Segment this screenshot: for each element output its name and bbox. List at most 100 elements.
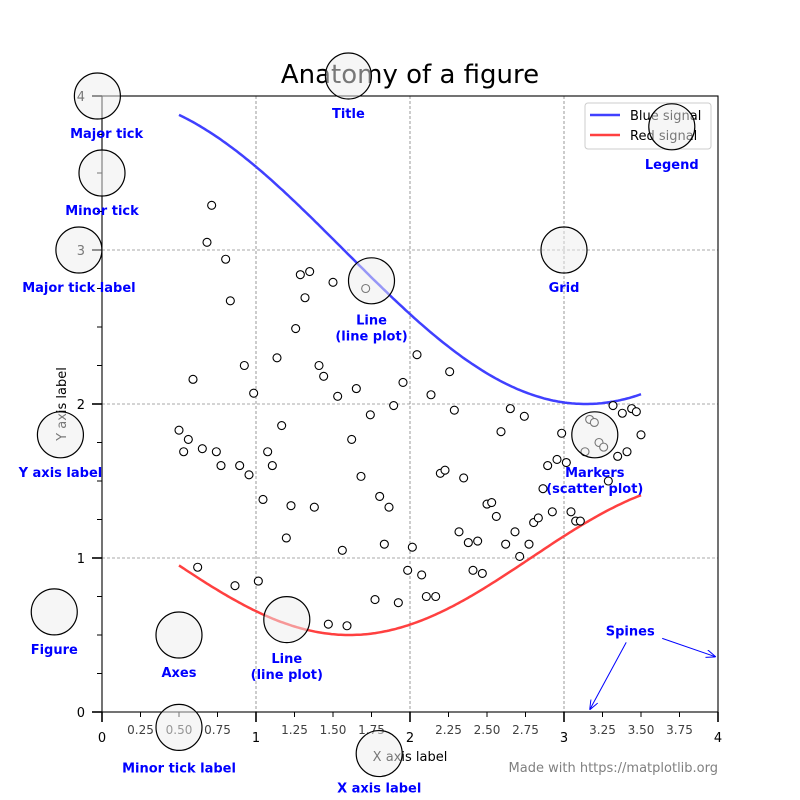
annotation-line-bottom: Line(line plot) <box>251 595 323 683</box>
annotation-label: Minor tick <box>65 204 139 219</box>
annotation-label: Title <box>332 107 365 122</box>
y-major-tick-label: 0 <box>77 706 85 721</box>
scatter-marker <box>445 367 455 377</box>
scatter-marker <box>557 428 567 438</box>
scatter-marker <box>468 565 478 575</box>
annotation-title: Title <box>324 52 372 122</box>
scatter-marker <box>501 539 511 549</box>
annotation-spines: Spines <box>590 624 715 709</box>
scatter-marker <box>216 461 226 471</box>
annotation-label: Figure <box>31 643 78 658</box>
scatter-marker <box>510 527 520 537</box>
annotation-label: Major tick label <box>22 281 135 296</box>
annotation-minor-tick-label: Minor tick label <box>122 703 236 776</box>
scatter-marker <box>188 374 198 384</box>
scatter-marker <box>197 444 207 454</box>
annotation-circle <box>155 703 203 752</box>
x-minor-tick-label: 2.25 <box>435 723 462 737</box>
scatter-marker <box>225 296 235 306</box>
scatter-marker <box>337 545 347 555</box>
x-minor-tick-label: 3.50 <box>628 723 655 737</box>
chart-title: Anatomy of a figure <box>281 60 539 90</box>
annotation-y-axis-label: Y axis label <box>18 411 103 481</box>
scatter-marker <box>412 350 422 360</box>
scatter-marker <box>379 539 389 549</box>
scatter-marker <box>398 377 408 387</box>
annotation-label: Y axis label <box>18 466 103 481</box>
annotation-circle <box>78 149 126 197</box>
annotation-circle <box>30 588 78 636</box>
scatter-marker <box>543 461 553 471</box>
scatter-marker <box>244 470 254 480</box>
scatter-marker <box>575 516 585 526</box>
x-minor-tick-label: 2.50 <box>474 723 501 737</box>
scatter-marker <box>272 353 282 363</box>
scatter-marker <box>608 400 618 411</box>
x-minor-tick-label: 2.75 <box>512 723 539 737</box>
scatter-marker <box>183 434 193 444</box>
scatter-marker <box>636 430 646 440</box>
scatter-marker <box>477 568 487 578</box>
y-major-tick-label: 2 <box>77 398 85 413</box>
annotation-circle <box>263 595 311 644</box>
scatter-marker <box>277 421 287 431</box>
x-minor-tick-label: 1.25 <box>281 723 308 737</box>
scatter-marker <box>286 501 296 511</box>
annotation-label: (scatter plot) <box>546 482 643 497</box>
scatter-marker <box>291 323 301 334</box>
annotation-markers: Markers(scatter plot) <box>546 411 643 497</box>
scatter-marker <box>356 471 366 481</box>
scatter-marker <box>258 494 268 505</box>
series-line-red <box>178 494 642 637</box>
scatter-marker <box>323 619 333 629</box>
scatter-marker <box>295 270 305 280</box>
scatter-marker <box>351 384 361 394</box>
x-minor-tick-label: 3.75 <box>666 723 693 737</box>
scatter-marker <box>211 447 221 457</box>
scatter-marker <box>613 451 623 461</box>
scatter-marker <box>403 565 413 575</box>
scatter-marker <box>603 476 613 486</box>
x-major-tick-label: 0 <box>98 731 106 746</box>
x-major-tick-label: 2 <box>406 731 414 746</box>
annotation-circle <box>355 729 403 778</box>
annotation-label: Grid <box>549 281 580 296</box>
scatter-marker <box>239 360 249 371</box>
annotation-circle <box>571 411 619 459</box>
scatter-marker <box>426 390 436 400</box>
annotation-label: (line plot) <box>335 329 407 344</box>
scatter-marker <box>487 498 497 508</box>
spines-label: Spines <box>606 624 655 639</box>
scatter-marker <box>566 507 576 517</box>
annotation-label: Axes <box>161 666 196 681</box>
scatter-marker <box>365 410 375 420</box>
scatter-marker <box>505 404 515 414</box>
scatter-marker <box>547 507 557 517</box>
scatter-marker <box>454 527 464 537</box>
scatter-marker <box>393 598 403 608</box>
scatter-marker <box>230 581 240 591</box>
annotation-label: Markers <box>565 466 625 481</box>
scatter-marker <box>524 539 534 549</box>
x-major-tick-label: 1 <box>252 731 260 746</box>
scatter-marker <box>407 542 417 552</box>
scatter-marker <box>463 538 473 548</box>
scatter-marker <box>561 457 571 468</box>
scatter-marker <box>375 491 385 501</box>
scatter-marker <box>328 277 338 287</box>
scatter-marker <box>473 536 483 546</box>
annotation-label: Major tick <box>70 127 143 142</box>
annotation-label: Line <box>271 652 302 667</box>
annotation-label: Minor tick label <box>122 761 236 776</box>
scatter-marker <box>235 461 245 471</box>
spines-arrow <box>662 637 715 656</box>
x-major-tick-label: 4 <box>714 731 722 746</box>
annotation-legend: Legend <box>645 103 699 173</box>
scatter-marker <box>174 425 184 435</box>
scatter-marker <box>617 408 627 418</box>
annotation-label: X axis label <box>337 781 421 796</box>
scatter-marker <box>305 267 315 277</box>
scatter-marker <box>459 473 469 483</box>
series-line-blue <box>178 113 642 406</box>
scatter-marker <box>202 237 212 247</box>
